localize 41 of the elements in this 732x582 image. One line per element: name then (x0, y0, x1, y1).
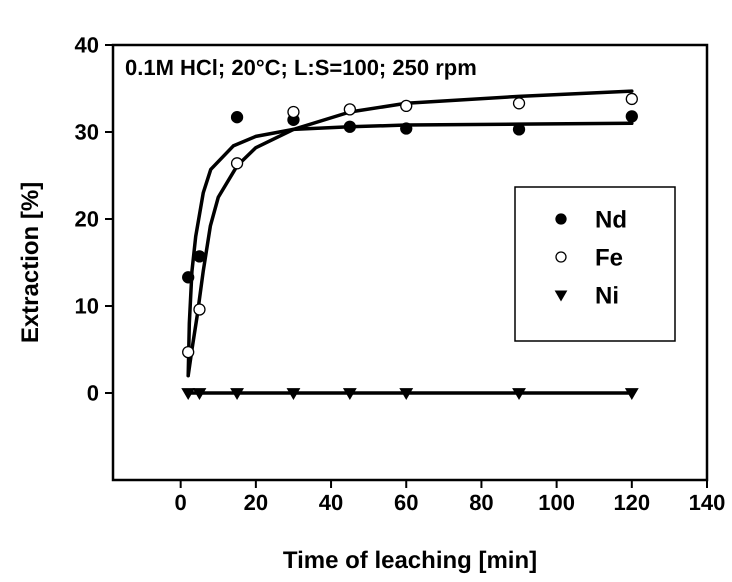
x-tick-label: 60 (394, 490, 418, 515)
y-axis-title: Extraction [%] (17, 182, 44, 344)
legend-label: Nd (595, 206, 627, 234)
point (182, 346, 194, 358)
point (625, 388, 638, 400)
y-tick-label: 30 (74, 120, 99, 145)
point (626, 110, 638, 122)
x-tick-label: 140 (688, 490, 726, 515)
point (344, 120, 356, 133)
x-tick-label: 120 (613, 490, 650, 515)
y-tick-label: 0 (86, 380, 99, 406)
point (193, 303, 206, 316)
point (192, 388, 206, 400)
y-tick-label: 10 (74, 294, 99, 319)
point (230, 157, 244, 170)
annotation: 0.1M HCl; 20°C; L:S=100; 250 rpm (125, 55, 477, 80)
point (400, 388, 413, 400)
legend-label: Ni (595, 282, 619, 310)
point (343, 388, 356, 400)
x-tick-label: 0 (174, 490, 187, 515)
x-tick-label: 80 (469, 490, 494, 515)
point (286, 388, 300, 400)
point (512, 388, 526, 400)
point (626, 92, 638, 106)
x-axis-title: Time of leaching [min] (282, 547, 538, 574)
point (182, 271, 194, 284)
y-tick-label: 20 (74, 206, 99, 232)
point (512, 97, 526, 110)
point (182, 388, 195, 400)
point (193, 250, 206, 263)
point (400, 100, 412, 112)
y-tick-label: 40 (74, 32, 99, 58)
point (287, 106, 300, 118)
x-tick-label: 20 (244, 490, 268, 515)
point (230, 111, 244, 124)
legend-label: Fe (595, 244, 624, 272)
x-tick-label: 100 (538, 490, 575, 515)
x-tick-label: 40 (318, 490, 344, 515)
point (344, 103, 356, 116)
point (230, 388, 244, 400)
point (400, 122, 412, 135)
